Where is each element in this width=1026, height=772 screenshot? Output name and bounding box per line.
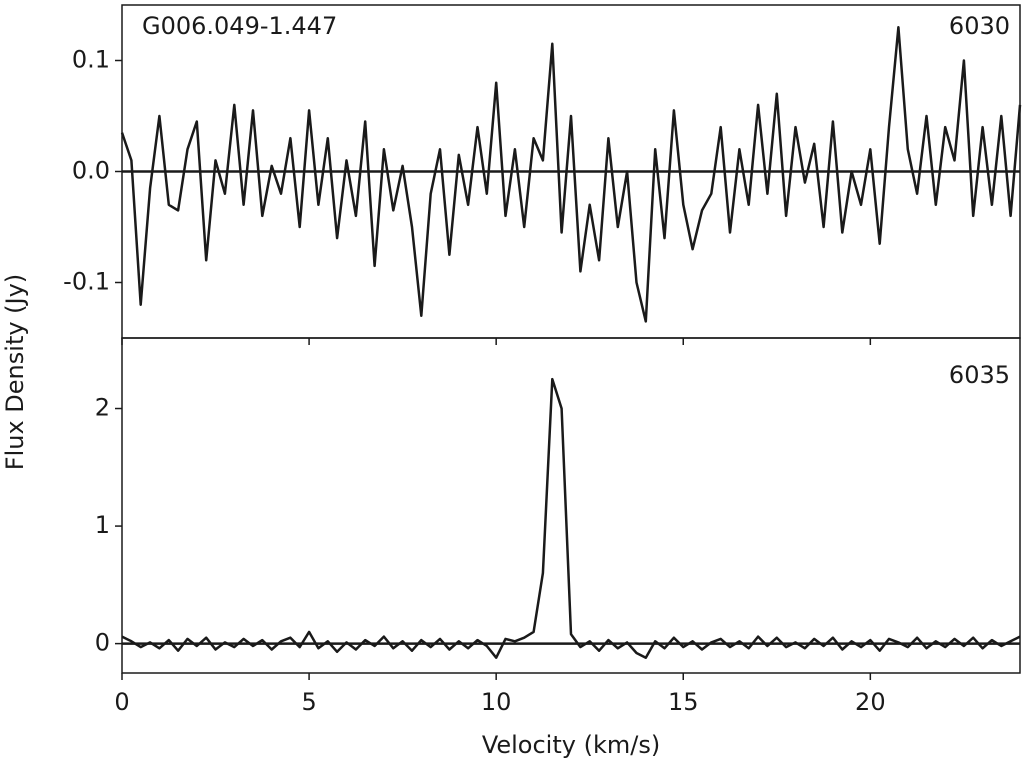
plot-frame [121,337,1021,674]
x-tick-label: 15 [668,688,699,716]
y-tick-label: 2 [95,394,110,422]
y-tick-label: 1 [95,511,110,539]
x-tick-label: 5 [301,688,316,716]
y-tick-label: -0.1 [63,268,110,296]
y-tick-label: 0 [95,629,110,657]
source-name: G006.049-1.447 [142,12,337,40]
spectrum-line [121,377,1021,659]
x-axis-label: Velocity (km/s) [482,731,660,759]
x-tick-label: 0 [114,688,129,716]
x-tick-label: 20 [855,688,886,716]
y-tick-label: 0.1 [72,46,110,74]
x-tick-label: 10 [481,688,512,716]
panel-label: 6035 [949,361,1010,389]
y-axis-label: Flux Density (Jy) [1,274,29,470]
panel-label: 6030 [949,12,1010,40]
spectrum-line [120,25,1022,323]
y-tick-label: 0.0 [72,157,110,185]
